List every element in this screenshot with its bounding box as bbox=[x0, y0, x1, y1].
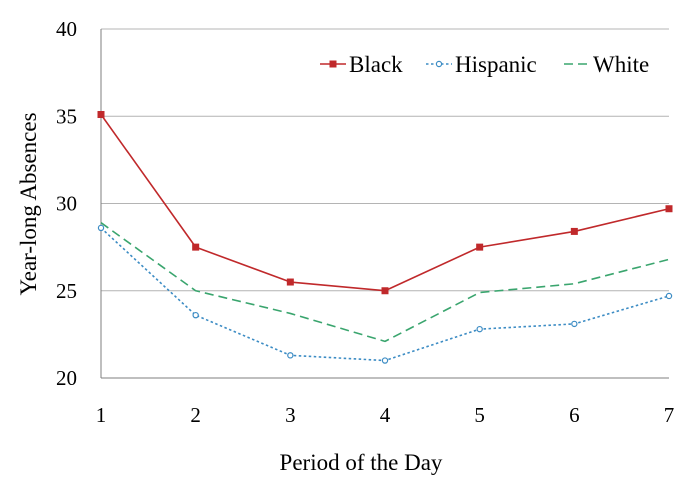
data-point-black-4 bbox=[381, 287, 389, 295]
x-tick-label-4: 4 bbox=[380, 403, 391, 427]
legend-marker-black bbox=[329, 60, 337, 68]
series-layer bbox=[97, 111, 673, 364]
axis-layer bbox=[100, 29, 669, 379]
x-tick-label-6: 6 bbox=[569, 403, 580, 427]
data-point-hispanic-1 bbox=[97, 224, 105, 232]
data-point-hispanic-4 bbox=[381, 357, 389, 364]
data-point-black-5 bbox=[476, 243, 484, 251]
legend: Black Hispanic White bbox=[320, 52, 649, 77]
x-tick-label-3: 3 bbox=[285, 403, 296, 427]
x-tick-label-1: 1 bbox=[96, 403, 107, 427]
x-axis-title: Period of the Day bbox=[280, 450, 443, 475]
x-tick-label-7: 7 bbox=[664, 403, 675, 427]
tick-label-layer: 20 25 30 35 40 1 2 3 4 5 6 7 bbox=[56, 17, 674, 427]
series-line-black bbox=[100, 114, 670, 292]
legend-label-hispanic: Hispanic bbox=[455, 52, 537, 77]
data-point-hispanic-6 bbox=[571, 320, 578, 328]
legend-marker-hispanic bbox=[435, 60, 443, 68]
y-tick-label-20: 20 bbox=[56, 366, 77, 390]
legend-item-black: Black bbox=[320, 52, 403, 77]
x-tick-label-2: 2 bbox=[190, 403, 201, 427]
data-point-black-2 bbox=[192, 243, 200, 251]
x-tick-label-5: 5 bbox=[474, 403, 485, 427]
y-tick-label-25: 25 bbox=[56, 279, 77, 303]
y-tick-label-40: 40 bbox=[56, 17, 77, 41]
legend-label-white: White bbox=[593, 52, 649, 77]
data-point-black-3 bbox=[286, 278, 294, 286]
data-point-black-6 bbox=[570, 227, 578, 235]
data-point-hispanic-2 bbox=[192, 311, 199, 319]
legend-item-white: White bbox=[564, 52, 649, 77]
data-point-black-1 bbox=[97, 111, 105, 119]
y-tick-label-35: 35 bbox=[56, 104, 77, 128]
data-point-hispanic-7 bbox=[665, 292, 673, 300]
y-tick-label-30: 30 bbox=[56, 192, 77, 216]
data-point-black-7 bbox=[665, 205, 673, 213]
y-axis-title: Year-long Absences bbox=[16, 112, 41, 295]
legend-label-black: Black bbox=[349, 52, 403, 77]
series-line-white bbox=[100, 222, 670, 343]
data-point-hispanic-5 bbox=[476, 325, 483, 333]
data-point-hispanic-3 bbox=[287, 352, 294, 359]
legend-item-hispanic: Hispanic bbox=[426, 52, 537, 77]
